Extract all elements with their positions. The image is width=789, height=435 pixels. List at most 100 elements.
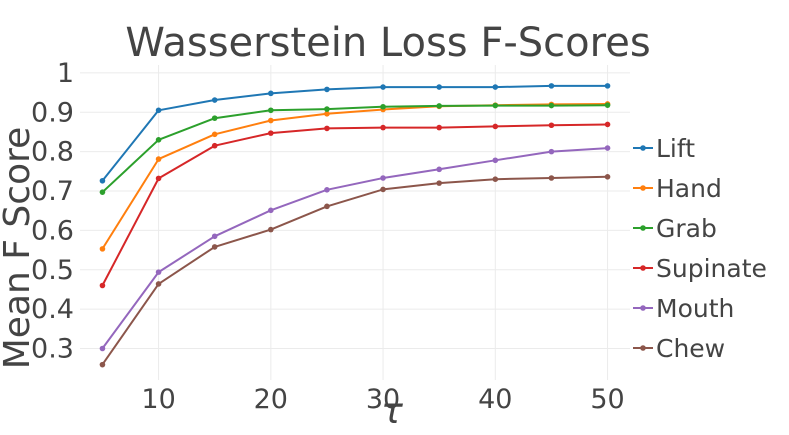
data-point-mouth: [268, 207, 274, 214]
data-point-lift: [380, 84, 386, 90]
data-point-supinate: [268, 130, 274, 136]
legend-label: Chew: [656, 334, 725, 363]
data-point-supinate: [604, 121, 611, 128]
legend-label: Grab: [656, 214, 717, 243]
series-line-mouth: [101, 147, 608, 350]
data-point-lift: [211, 97, 218, 103]
legend-marker: [640, 305, 646, 311]
data-point-chew: [548, 175, 555, 181]
y-tick-label: 0.7: [31, 176, 74, 207]
data-point-grab: [211, 115, 218, 121]
data-point-supinate: [492, 123, 499, 130]
data-point-hand: [268, 117, 274, 124]
data-point-grab: [155, 137, 162, 143]
data-point-supinate: [548, 122, 555, 129]
data-point-grab: [268, 107, 274, 114]
data-point-grab: [436, 103, 442, 109]
data-point-supinate: [211, 142, 218, 149]
data-point-chew: [211, 244, 218, 250]
x-tick-label: 40: [478, 384, 512, 415]
legend-marker: [640, 345, 646, 351]
legend-marker: [640, 225, 646, 231]
data-point-mouth: [492, 157, 499, 164]
data-point-mouth: [380, 175, 386, 181]
y-tick-label: 0.8: [31, 137, 74, 168]
legend-label: Lift: [656, 134, 695, 163]
data-point-chew: [155, 281, 162, 287]
data-point-hand: [99, 246, 106, 252]
legend-item-supinate: Supinate: [633, 254, 767, 283]
y-tick-label: 0.6: [31, 215, 74, 246]
series-hand: [99, 101, 611, 252]
data-point-lift: [155, 107, 162, 114]
data-point-mouth: [548, 148, 555, 155]
data-point-lift: [548, 83, 555, 89]
data-point-chew: [492, 176, 499, 182]
data-point-supinate: [436, 124, 442, 131]
data-point-mouth: [99, 345, 106, 352]
data-point-mouth: [436, 166, 442, 173]
y-tick-label: 0.5: [31, 255, 74, 286]
grid-lines: [80, 65, 630, 380]
legend-item-hand: Hand: [633, 174, 722, 203]
series-chew: [99, 174, 611, 368]
data-point-hand: [324, 111, 330, 117]
legend-label: Supinate: [656, 254, 767, 283]
legend-label: Mouth: [656, 294, 734, 323]
data-point-supinate: [324, 125, 330, 132]
legend-item-chew: Chew: [633, 334, 725, 363]
x-tick-label: 20: [254, 384, 288, 415]
x-tick-label: 50: [590, 384, 624, 415]
legend-marker: [640, 185, 646, 191]
series-mouth: [99, 145, 611, 352]
series-supinate: [99, 121, 611, 289]
data-point-supinate: [99, 282, 106, 289]
data-point-supinate: [155, 175, 162, 182]
data-point-lift: [604, 83, 611, 89]
legend-label: Hand: [656, 174, 722, 203]
data-point-chew: [436, 180, 442, 186]
data-point-mouth: [324, 187, 330, 193]
legend-item-grab: Grab: [633, 214, 717, 243]
data-point-grab: [99, 189, 106, 195]
series-grab: [99, 102, 611, 195]
legend-marker: [640, 265, 646, 271]
y-tick-label: 0.9: [31, 97, 74, 128]
chart-title: Wasserstein Loss F-Scores: [125, 20, 650, 66]
data-point-mouth: [155, 269, 162, 275]
data-point-lift: [268, 90, 274, 97]
data-point-grab: [380, 103, 386, 110]
data-point-hand: [155, 156, 162, 162]
series-line-lift: [101, 84, 608, 182]
legend-marker: [640, 145, 646, 151]
series-lift: [99, 83, 611, 184]
data-point-lift: [324, 86, 330, 93]
data-point-hand: [211, 131, 218, 138]
data-point-lift: [99, 177, 106, 184]
x-tick-label: 10: [141, 384, 175, 415]
series-line-chew: [101, 175, 608, 366]
y-tick-label: 0.4: [31, 294, 74, 325]
data-point-grab: [492, 102, 499, 109]
data-point-chew: [324, 203, 330, 210]
data-point-chew: [604, 174, 611, 180]
series-line-grab: [101, 104, 608, 193]
data-point-chew: [380, 186, 386, 193]
data-point-chew: [268, 226, 274, 233]
data-point-chew: [99, 361, 106, 368]
data-point-grab: [604, 102, 611, 108]
series-lines: [99, 83, 611, 368]
data-point-lift: [492, 84, 499, 90]
series-line-supinate: [101, 123, 608, 286]
y-axis-label: Mean F Score: [0, 127, 38, 370]
data-point-lift: [436, 84, 442, 90]
x-tick-label: 30: [366, 384, 400, 415]
data-point-mouth: [604, 145, 611, 151]
y-tick-label: 1: [57, 58, 74, 89]
data-point-grab: [324, 106, 330, 112]
x-axis-label: τ: [381, 391, 403, 431]
legend: Lift Hand Grab Supinate Mouth Chew: [633, 134, 767, 363]
legend-item-mouth: Mouth: [633, 294, 734, 323]
